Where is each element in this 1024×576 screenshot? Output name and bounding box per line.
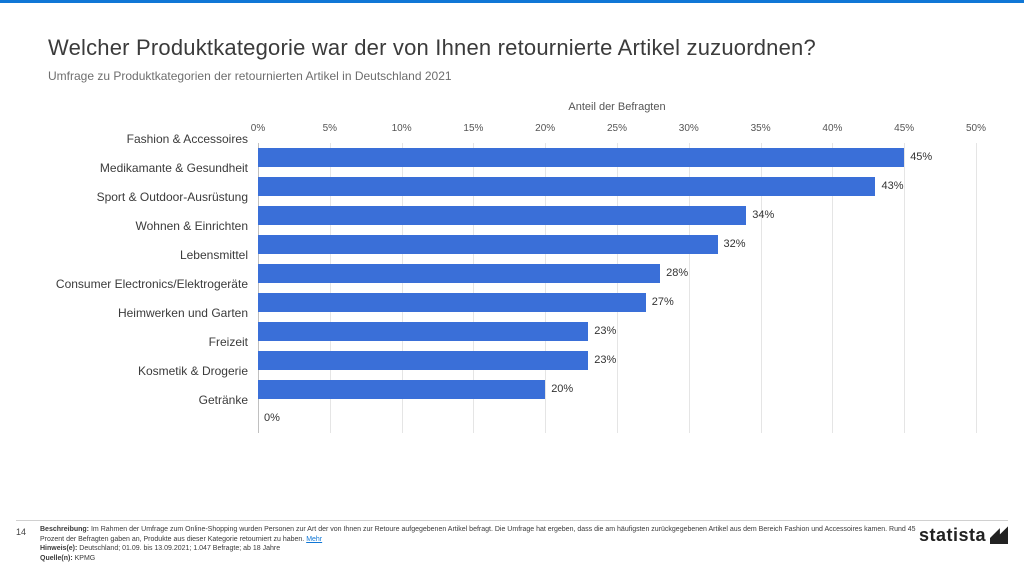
bar-row: 28% bbox=[258, 259, 976, 288]
content-area: Welcher Produktkategorie war der von Ihn… bbox=[0, 3, 1024, 439]
src-text: KPMG bbox=[75, 555, 96, 562]
category-label: Getränke bbox=[48, 386, 258, 415]
bar-value-label: 32% bbox=[718, 235, 746, 254]
hint-text: Deutschland; 01.09. bis 13.09.2021; 1.04… bbox=[79, 545, 280, 552]
footer-text: Beschreibung: Im Rahmen der Umfrage zum … bbox=[40, 525, 918, 564]
grid-line bbox=[976, 143, 977, 433]
y-axis-labels: Fashion & AccessoiresMedikamante & Gesun… bbox=[48, 101, 258, 439]
bar bbox=[258, 322, 588, 341]
bar-value-label: 0% bbox=[258, 409, 280, 428]
x-tick-label: 10% bbox=[392, 123, 412, 134]
category-label: Medikamante & Gesundheit bbox=[48, 154, 258, 183]
bar bbox=[258, 264, 660, 283]
category-label: Freizeit bbox=[48, 328, 258, 357]
footer: 14 Beschreibung: Im Rahmen der Umfrage z… bbox=[16, 520, 1008, 564]
hint-label: Hinweis(e): bbox=[40, 545, 77, 552]
plot-area: 0%5%10%15%20%25%30%35%40%45%50% 45%43%34… bbox=[258, 119, 976, 439]
x-tick-label: 15% bbox=[463, 123, 483, 134]
x-tick-label: 30% bbox=[679, 123, 699, 134]
src-label: Quelle(n): bbox=[40, 555, 73, 562]
category-label: Kosmetik & Drogerie bbox=[48, 357, 258, 386]
logo-text: statista bbox=[919, 525, 986, 546]
more-link[interactable]: Mehr bbox=[306, 536, 322, 543]
chart-subtitle: Umfrage zu Produktkategorien der retourn… bbox=[48, 69, 976, 83]
bar-row: 27% bbox=[258, 288, 976, 317]
bar-value-label: 20% bbox=[545, 380, 573, 399]
chart-title: Welcher Produktkategorie war der von Ihn… bbox=[48, 35, 976, 61]
bar-row: 45% bbox=[258, 143, 976, 172]
bar-value-label: 34% bbox=[746, 206, 774, 225]
x-tick-label: 35% bbox=[751, 123, 771, 134]
bar-value-label: 23% bbox=[588, 322, 616, 341]
page-number: 14 bbox=[16, 525, 40, 537]
desc-label: Beschreibung: bbox=[40, 526, 89, 533]
bar bbox=[258, 293, 646, 312]
bar-row: 20% bbox=[258, 375, 976, 404]
statista-logo: statista bbox=[918, 525, 1008, 546]
desc-text: Im Rahmen der Umfrage zum Online-Shoppin… bbox=[40, 526, 916, 543]
bar-row: 43% bbox=[258, 172, 976, 201]
bar bbox=[258, 148, 904, 167]
bar-row: 0% bbox=[258, 404, 976, 433]
bar-value-label: 28% bbox=[660, 264, 688, 283]
category-label: Lebensmittel bbox=[48, 241, 258, 270]
category-label: Wohnen & Einrichten bbox=[48, 212, 258, 241]
bar-value-label: 45% bbox=[904, 148, 932, 167]
bar bbox=[258, 351, 588, 370]
bar-row: 23% bbox=[258, 317, 976, 346]
chart-container: Fashion & AccessoiresMedikamante & Gesun… bbox=[48, 101, 976, 439]
category-label: Sport & Outdoor-Ausrüstung bbox=[48, 183, 258, 212]
page-frame: Welcher Produktkategorie war der von Ihn… bbox=[0, 0, 1024, 576]
logo-wave-icon bbox=[990, 526, 1008, 544]
x-tick-label: 45% bbox=[894, 123, 914, 134]
category-label: Fashion & Accessoires bbox=[48, 125, 258, 154]
x-tick-label: 0% bbox=[251, 123, 265, 134]
category-label: Consumer Electronics/Elektrogeräte bbox=[48, 270, 258, 299]
bar-value-label: 23% bbox=[588, 351, 616, 370]
x-tick-label: 50% bbox=[966, 123, 986, 134]
bar-value-label: 43% bbox=[875, 177, 903, 196]
x-tick-label: 40% bbox=[822, 123, 842, 134]
chart: Fashion & AccessoiresMedikamante & Gesun… bbox=[48, 101, 976, 439]
plot-outer: Anteil der Befragten 0% 5% 10% 15% 20% 25% 30%… bbox=[258, 101, 976, 439]
bar bbox=[258, 235, 718, 254]
x-tick-label: 20% bbox=[535, 123, 555, 134]
x-axis-title: Anteil der Befragten bbox=[258, 101, 976, 113]
bar-row: 32% bbox=[258, 230, 976, 259]
bar bbox=[258, 206, 746, 225]
x-tick-label: 25% bbox=[607, 123, 627, 134]
bar bbox=[258, 380, 545, 399]
bar bbox=[258, 177, 875, 196]
bar-row: 34% bbox=[258, 201, 976, 230]
bar-row: 23% bbox=[258, 346, 976, 375]
bar-value-label: 27% bbox=[646, 293, 674, 312]
category-label: Heimwerken und Garten bbox=[48, 299, 258, 328]
x-tick-label: 5% bbox=[323, 123, 337, 134]
